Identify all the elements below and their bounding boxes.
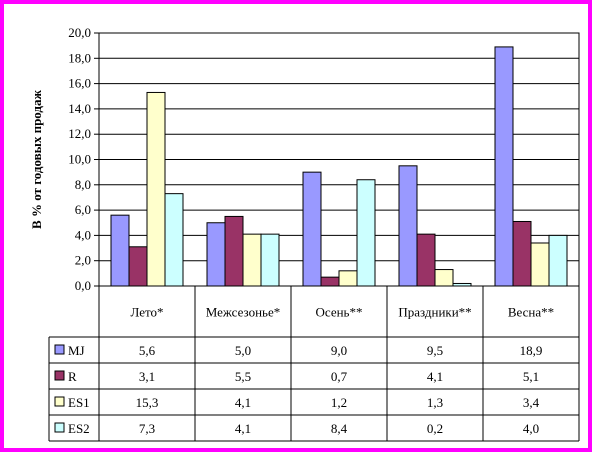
bar-es2-3	[356, 179, 376, 287]
bar-mj-5	[494, 46, 514, 287]
category-label: Межсезонье*	[206, 305, 280, 320]
y-tick-label: 18,0	[68, 50, 91, 65]
bar-r-2	[224, 215, 244, 287]
data-label: 15,3	[136, 395, 159, 410]
y-tick-label: 12,0	[68, 126, 91, 141]
data-label: 3,1	[139, 369, 155, 384]
legend-swatch-es1	[54, 396, 65, 407]
bar-es2-4	[452, 282, 472, 287]
legend-label-es2: ES2	[68, 421, 90, 436]
bar-es2-5	[548, 234, 568, 287]
data-label: 1,3	[427, 395, 443, 410]
data-label: 0,7	[331, 369, 348, 384]
legend-label-r: R	[68, 369, 77, 384]
bar-es1-1	[146, 91, 166, 287]
y-tick-label: 16,0	[68, 76, 91, 91]
data-label: 4,1	[235, 421, 251, 436]
data-label: 5,6	[139, 343, 156, 358]
category-label: Праздники**	[398, 305, 471, 320]
data-label: 9,5	[427, 343, 443, 358]
data-label: 5,0	[235, 343, 251, 358]
bar-mj-2	[206, 222, 226, 287]
y-tick-label: 8,0	[75, 177, 91, 192]
data-label: 4,0	[523, 421, 539, 436]
data-label: 0,2	[427, 421, 443, 436]
bar-r-4	[416, 233, 436, 287]
bar-es1-2	[242, 233, 262, 287]
legend-label-mj: MJ	[68, 343, 85, 358]
bar-mj-4	[398, 165, 418, 287]
bar-r-1	[128, 246, 148, 287]
data-label: 8,4	[331, 421, 348, 436]
bar-mj-3	[302, 171, 322, 287]
chart-svg: 0,0 2,0 4,0 6,0 8,0 10,0 12,0 14,0 16,0 18,0 20,0 В…	[29, 25, 580, 442]
data-label: 4,1	[427, 369, 443, 384]
bar-r-3	[320, 276, 340, 287]
category-label: Весна**	[508, 305, 554, 320]
bar-es2-2	[260, 233, 280, 287]
y-tick-label: 6,0	[75, 202, 91, 217]
data-label: 5,5	[235, 369, 251, 384]
category-label: Осень**	[316, 305, 363, 320]
y-axis-label: В % от годовых продаж	[29, 90, 44, 229]
bar-es2-1	[164, 193, 184, 287]
data-label: 3,4	[523, 395, 540, 410]
bar-es1-3	[338, 270, 358, 287]
bar-r-5	[512, 220, 532, 287]
y-tick-label: 4,0	[75, 227, 91, 242]
y-tick-label: 2,0	[75, 253, 91, 268]
legend-label-es1: ES1	[68, 395, 90, 410]
data-label: 1,2	[331, 395, 347, 410]
y-tick-label: 14,0	[68, 101, 91, 116]
data-label: 7,3	[139, 421, 155, 436]
data-label: 9,0	[331, 343, 347, 358]
data-label: 4,1	[235, 395, 251, 410]
legend-swatch-es2	[54, 422, 65, 433]
data-label: 18,9	[520, 343, 543, 358]
bar-mj-1	[110, 214, 130, 287]
bar-es1-5	[530, 242, 550, 287]
bar-es1-4	[434, 269, 454, 287]
legend-swatch-mj	[54, 344, 65, 355]
y-tick-label: 0,0	[75, 278, 91, 293]
category-label: Лето*	[130, 305, 163, 320]
legend-swatch-r	[54, 370, 65, 381]
data-label: 5,1	[523, 369, 539, 384]
y-tick-label: 20,0	[68, 25, 91, 40]
y-tick-label: 10,0	[68, 152, 91, 167]
